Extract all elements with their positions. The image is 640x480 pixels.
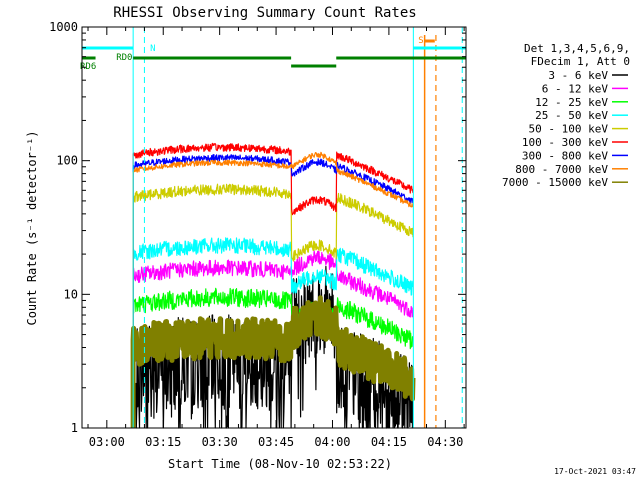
- chart-title: RHESSI Observing Summary Count Rates: [113, 5, 416, 21]
- legend-label: 7000 - 15000 keV: [502, 176, 608, 189]
- interval-label-rd0: RD0: [116, 53, 132, 63]
- legend-label: 800 - 7000 keV: [515, 163, 608, 176]
- legend-label: 6 - 12 keV: [542, 82, 609, 95]
- legend-header-1: Det 1,3,4,5,6,9,: [524, 42, 630, 55]
- y-tick-label: 1000: [49, 20, 78, 34]
- series-line: [132, 265, 414, 429]
- footer-timestamp: 17-Oct-2021 03:47: [554, 467, 636, 476]
- legend-label: 25 - 50 keV: [535, 109, 608, 122]
- interval-label-s: S: [418, 36, 423, 46]
- legend-label: 50 - 100 keV: [529, 123, 609, 136]
- y-axis-label: Count Rate (s⁻¹ detector⁻¹): [25, 130, 39, 325]
- plot-frame: [81, 26, 467, 429]
- x-axis-label: Start Time (08-Nov-10 02:53:22): [168, 457, 392, 471]
- y-tick-label: 100: [56, 154, 78, 168]
- interval-label-n: N: [150, 44, 155, 54]
- series-line: [132, 142, 414, 429]
- x-tick-label: 04:30: [427, 435, 463, 449]
- series-layer: [130, 142, 416, 429]
- axes: 03:00 03:15 03:30 03:45 04:00 04:15 04:30 1 10 10…: [49, 20, 467, 449]
- series-line: [132, 237, 414, 429]
- legend-header-2: FDecim 1, Att 0: [531, 55, 630, 68]
- y-tick-label: 10: [64, 287, 78, 301]
- series-line: [132, 287, 414, 429]
- x-tick-label: 03:30: [202, 435, 238, 449]
- y-tick-label: 1: [71, 421, 78, 435]
- legend-label: 100 - 300 keV: [522, 136, 608, 149]
- x-tick-label: 04:15: [371, 435, 407, 449]
- x-tick-label: 03:15: [145, 435, 181, 449]
- series-line: [132, 250, 414, 429]
- x-tick-label: 03:45: [258, 435, 294, 449]
- legend-label: 300 - 800 keV: [522, 149, 608, 162]
- interval-layer: N RD0 RD6 S: [80, 27, 466, 428]
- x-tick-label: 04:00: [314, 435, 350, 449]
- x-tick-label: 03:00: [89, 435, 125, 449]
- legend-label: 12 - 25 keV: [535, 96, 608, 109]
- series-line: [132, 154, 414, 429]
- interval-label-rd6: RD6: [80, 62, 96, 72]
- series-line: [132, 151, 414, 429]
- series-line: [132, 183, 414, 429]
- legend-label: 3 - 6 keV: [548, 69, 608, 82]
- series-line: [130, 295, 416, 429]
